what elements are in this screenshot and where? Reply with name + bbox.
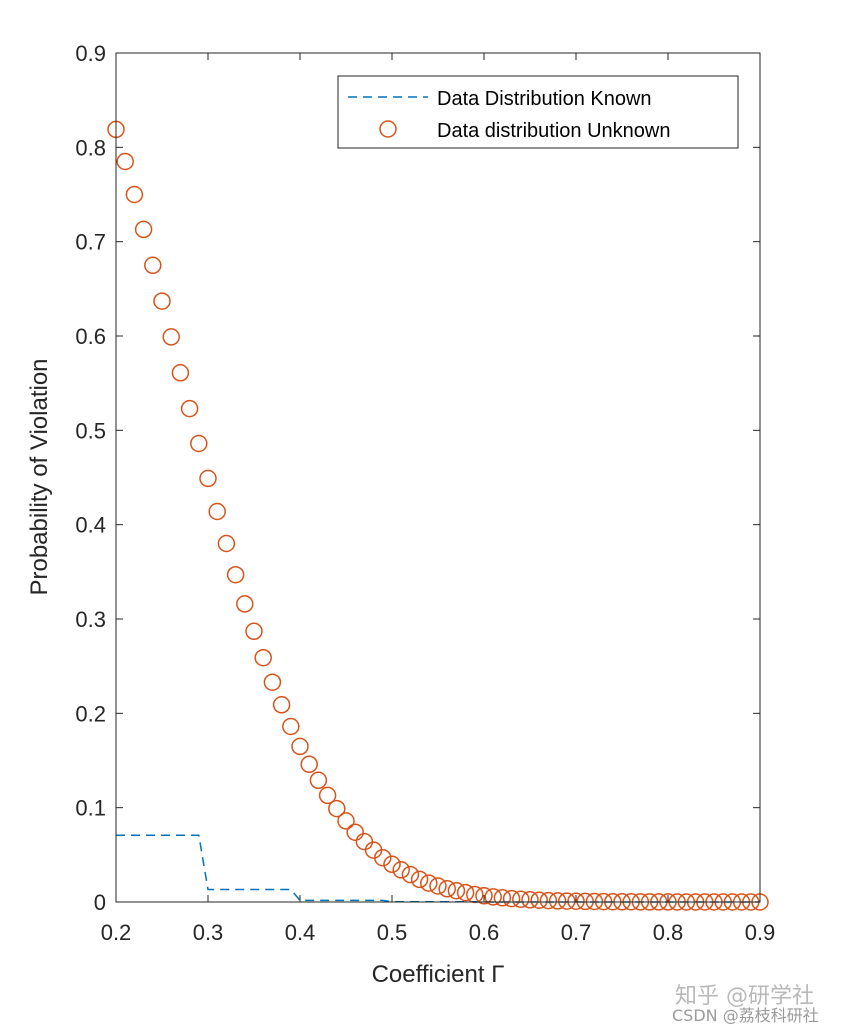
series-unknown-point bbox=[282, 717, 300, 736]
series-unknown-point bbox=[558, 892, 576, 910]
y-tick-label: 0.6 bbox=[75, 324, 106, 349]
series-unknown-point bbox=[125, 185, 144, 204]
series-unknown-point bbox=[484, 888, 502, 906]
series-unknown-point bbox=[153, 292, 171, 310]
series-unknown-point bbox=[226, 565, 245, 584]
series-unknown-point bbox=[337, 812, 355, 830]
series-unknown-point bbox=[263, 673, 282, 691]
series-unknown-point bbox=[410, 870, 429, 889]
series-unknown-point bbox=[392, 861, 410, 879]
series-unknown-point bbox=[401, 865, 420, 884]
series-unknown-point bbox=[272, 696, 291, 714]
series-unknown-point bbox=[208, 502, 226, 521]
series-unknown-point bbox=[346, 823, 364, 841]
series-unknown-point bbox=[190, 434, 208, 453]
x-axis-title: Coefficient Γ bbox=[372, 961, 505, 988]
y-tick-label: 0.4 bbox=[75, 513, 106, 538]
series-unknown-point bbox=[217, 534, 236, 553]
x-tick-label: 0.5 bbox=[377, 920, 408, 945]
series-unknown-point bbox=[374, 848, 392, 867]
series-unknown-point bbox=[236, 595, 254, 613]
y-tick-label: 0.2 bbox=[75, 701, 106, 726]
x-tick-label: 0.2 bbox=[101, 920, 132, 945]
series-unknown-point bbox=[300, 755, 318, 774]
watermark-csdn: CSDN @荔枝科研社 bbox=[672, 1006, 819, 1025]
series-unknown-point bbox=[318, 786, 337, 805]
y-tick-label: 0.8 bbox=[75, 135, 106, 160]
series-unknown-point bbox=[502, 889, 521, 908]
series-unknown-point bbox=[420, 874, 438, 892]
x-tick-label: 0.8 bbox=[653, 920, 684, 945]
series-unknown-point bbox=[134, 220, 153, 239]
series-unknown-point bbox=[493, 889, 512, 907]
series-unknown-point bbox=[438, 880, 456, 898]
series-unknown-point bbox=[567, 892, 585, 910]
series-unknown-point bbox=[291, 737, 309, 756]
series-unknown-point bbox=[254, 648, 272, 667]
legend-unknown-label: Data distribution Unknown bbox=[437, 120, 670, 142]
series-unknown-point bbox=[245, 622, 263, 641]
x-tick-label: 0.9 bbox=[745, 920, 776, 945]
series-unknown-point bbox=[171, 364, 190, 382]
series-unknown-point bbox=[456, 883, 475, 902]
y-tick-label: 0.5 bbox=[75, 418, 106, 443]
series-unknown-point bbox=[548, 892, 567, 910]
series-unknown-point bbox=[383, 855, 401, 874]
series-unknown-point bbox=[447, 881, 466, 900]
y-tick-label: 0.9 bbox=[75, 41, 106, 66]
series-unknown-point bbox=[521, 891, 539, 909]
series-unknown-point bbox=[180, 399, 199, 418]
x-tick-label: 0.7 bbox=[561, 920, 592, 945]
series-unknown-point bbox=[309, 771, 328, 790]
y-tick-label: 0.1 bbox=[75, 796, 106, 821]
legend-unknown-swatch bbox=[379, 120, 397, 138]
series-unknown-point bbox=[429, 877, 447, 895]
y-tick-label: 0.3 bbox=[75, 607, 106, 632]
axes-box bbox=[115, 52, 761, 903]
series-unknown-point bbox=[162, 328, 180, 346]
y-tick-label: 0 bbox=[94, 890, 106, 915]
x-tick-label: 0.6 bbox=[469, 920, 500, 945]
legend-known-label: Data Distribution Known bbox=[437, 88, 652, 110]
watermark-zhihu: 知乎 @研学社 bbox=[675, 984, 814, 1009]
ticks-layer: 0.2 0.3 0.4 0.5 0.6 0.7 0.8 0.9 0 0.1 0.2 0.3 0.4 0.5… bbox=[75, 41, 775, 945]
series-unknown-point bbox=[539, 891, 558, 910]
series-unknown-point bbox=[475, 887, 493, 905]
series-unknown-point bbox=[576, 892, 594, 911]
legend: Data Distribution Known Data distributio… bbox=[337, 75, 739, 149]
x-tick-label: 0.3 bbox=[193, 920, 224, 945]
y-tick-label: 0.7 bbox=[75, 230, 106, 255]
plot-area bbox=[116, 53, 760, 902]
series-unknown-point bbox=[116, 152, 134, 171]
series-unknown-point bbox=[512, 890, 530, 909]
series-unknown-point bbox=[328, 799, 346, 818]
x-tick-label: 0.4 bbox=[285, 920, 316, 945]
legend-box bbox=[337, 75, 739, 149]
y-axis-title: Probability of Violation bbox=[26, 358, 53, 595]
series-unknown-point bbox=[530, 891, 548, 909]
series-unknown-point bbox=[144, 256, 162, 275]
series-unknown-point bbox=[199, 469, 217, 488]
